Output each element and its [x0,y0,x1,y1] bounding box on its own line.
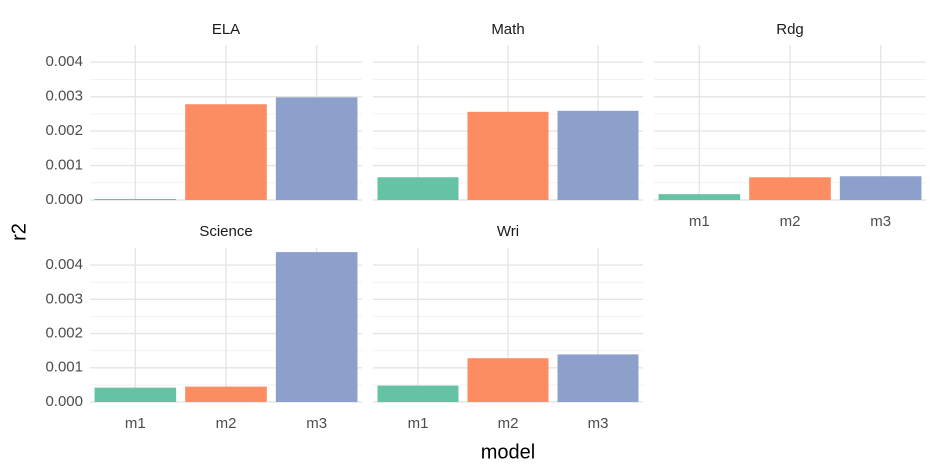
y-tick-label: 0.001 [45,359,83,376]
facet-title-wri: Wri [497,223,519,240]
x-tick-label: m1 [689,213,710,230]
bar-ela-m3 [275,97,358,200]
bar-math-m2 [467,111,549,200]
x-tick-label: m1 [125,415,146,432]
y-tick-label: 0.004 [45,53,83,70]
bar-ela-m2 [185,104,267,200]
y-tick-label: 0.000 [45,191,83,208]
bar-math-m3 [557,110,639,200]
x-axis-title: model [481,441,535,463]
bar-science-m1 [94,387,177,402]
bar-wri-m3 [557,354,639,402]
x-tick-label: m1 [408,415,429,432]
y-axis-title: r2 [8,223,30,241]
x-tick-label: m3 [588,415,609,432]
bar-wri-m2 [467,358,549,402]
bar-rdg-m2 [749,177,831,200]
y-tick-label: 0.003 [45,290,83,307]
facet-title-math: Math [491,21,524,38]
bar-science-m3 [275,252,358,402]
x-tick-label: m3 [870,213,891,230]
y-tick-label: 0.003 [45,88,83,105]
facet-title-science: Science [199,223,252,240]
facet-title-ela: ELA [212,21,240,38]
x-tick-label: m3 [306,415,327,432]
facet-title-rdg: Rdg [776,21,804,38]
y-tick-label: 0.002 [45,122,83,139]
bar-math-m1 [377,177,459,200]
bar-wri-m1 [377,385,459,402]
x-tick-label: m2 [498,415,519,432]
bar-rdg-m3 [839,176,922,200]
y-tick-label: 0.000 [45,393,83,410]
x-tick-label: m2 [780,213,801,230]
y-tick-label: 0.001 [45,157,83,174]
bar-ela-m1 [94,198,177,200]
x-tick-label: m2 [216,415,237,432]
y-tick-label: 0.004 [45,256,83,273]
bar-science-m2 [185,386,267,402]
bar-rdg-m1 [658,194,741,200]
y-tick-label: 0.002 [45,325,83,342]
